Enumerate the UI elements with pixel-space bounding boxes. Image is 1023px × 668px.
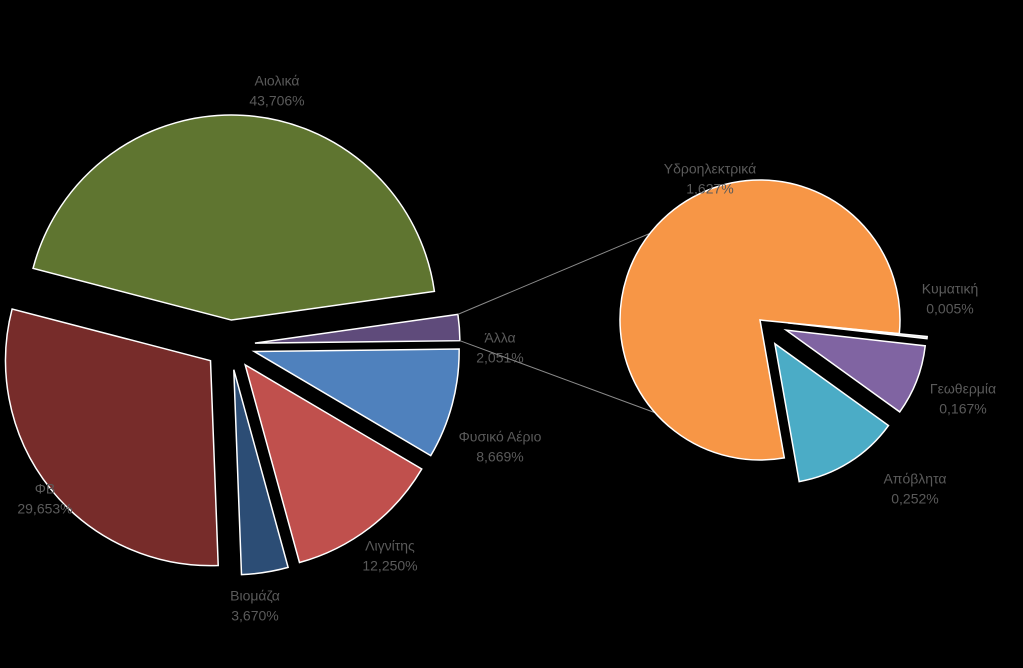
- slice-value-label: 43,706%: [249, 93, 304, 109]
- slice-label: ΦΒ: [35, 481, 56, 497]
- slice-value-label: 2,051%: [476, 350, 523, 366]
- slice-value-label: 0,252%: [891, 491, 938, 507]
- pie-slice: [233, 369, 290, 576]
- pie-slice: [4, 308, 219, 567]
- pie-slice: [251, 348, 460, 457]
- slice-label: Απόβλητα: [883, 471, 946, 487]
- slice-label: Γεωθερμία: [930, 381, 996, 397]
- pie-slice: [783, 329, 927, 413]
- pie-slice: [243, 363, 423, 564]
- slice-label: Κυματική: [922, 281, 979, 297]
- slice-value-label: 0,005%: [926, 301, 973, 317]
- slice-value-label: 1,627%: [686, 181, 733, 197]
- slice-label: Υδροηλεκτρικά: [664, 161, 756, 177]
- slice-label: Αιολικά: [254, 73, 299, 89]
- slice-value-label: 29,653%: [17, 501, 72, 517]
- slice-label: Φυσικό Αέριο: [459, 429, 542, 445]
- slice-label: Λιγνίτης: [365, 538, 415, 554]
- pie-slice: [773, 342, 890, 483]
- slice-label: Άλλα: [484, 330, 515, 346]
- slice-value-label: 0,167%: [939, 401, 986, 417]
- pie-slice: [254, 313, 461, 344]
- slice-value-label: 8,669%: [476, 449, 523, 465]
- pie-slice: [619, 179, 901, 461]
- slice-value-label: 3,670%: [231, 608, 278, 624]
- slice-value-label: 12,250%: [362, 558, 417, 574]
- pie-slice: [787, 322, 929, 340]
- slice-label: Βιομάζα: [230, 588, 280, 604]
- pie-slice: [32, 114, 436, 321]
